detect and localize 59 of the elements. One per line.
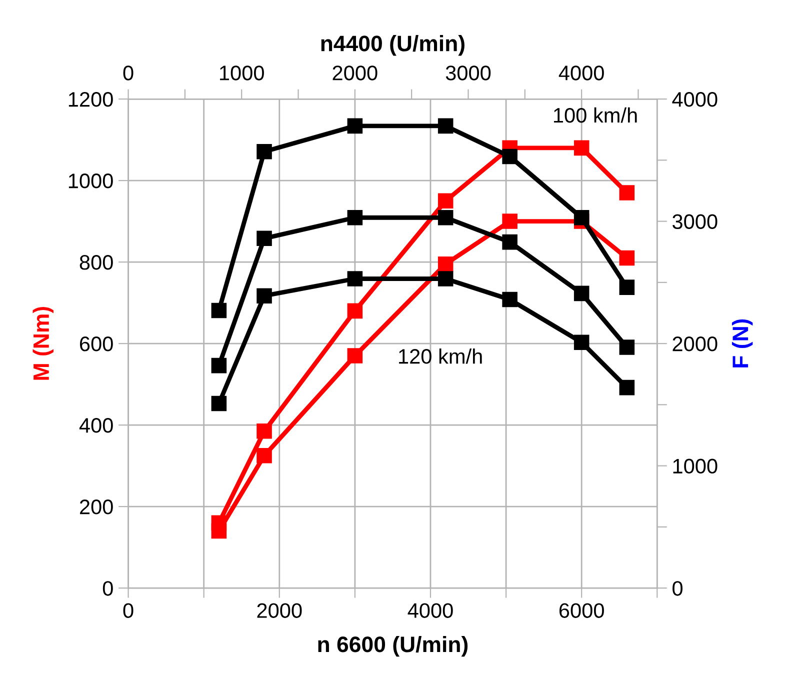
y-tick-label: 600 <box>80 336 113 352</box>
point <box>619 185 635 200</box>
x-axis-title: n 6600 (U/min) <box>318 636 468 657</box>
point <box>438 210 454 226</box>
x-tick-label: 0 <box>123 603 134 618</box>
point <box>619 280 635 295</box>
y2-tick-label: 2000 <box>672 336 718 352</box>
y2-axis-title: F (N) <box>732 319 753 368</box>
point <box>347 348 363 364</box>
point <box>347 303 363 319</box>
point <box>502 148 518 164</box>
point <box>256 424 272 439</box>
point <box>619 340 635 355</box>
point <box>619 250 635 266</box>
point <box>502 292 518 308</box>
y2-tick-label: 0 <box>672 581 682 596</box>
point <box>256 230 272 246</box>
x-tick-label: 2000 <box>257 603 302 618</box>
point <box>347 271 363 286</box>
point <box>211 523 227 539</box>
point <box>211 396 227 412</box>
x-tick-label: 4000 <box>408 603 453 618</box>
point <box>502 214 518 229</box>
point <box>256 144 272 160</box>
y2-tick-label: 4000 <box>672 92 718 107</box>
y-tick-label: 800 <box>80 255 113 270</box>
y-tick-label: 1000 <box>68 174 113 188</box>
point <box>438 118 454 134</box>
annotation: 120 km/h <box>399 348 482 364</box>
point <box>347 118 363 134</box>
point <box>574 286 590 302</box>
x2-tick-label: 0 <box>123 66 134 80</box>
x2-tick-label: 3000 <box>446 66 491 80</box>
point <box>438 271 454 286</box>
point <box>211 302 227 318</box>
y2-tick-label: 3000 <box>672 214 718 230</box>
y2-tick-label: 1000 <box>673 458 718 474</box>
point <box>619 380 635 396</box>
x2-tick-label: 1000 <box>220 66 264 80</box>
point <box>502 234 518 250</box>
point <box>574 334 590 350</box>
point <box>256 288 272 304</box>
x-tick-label: 6000 <box>559 603 604 618</box>
y-tick-label: 0 <box>102 581 113 596</box>
point <box>347 210 363 226</box>
x2-tick-label: 4000 <box>558 66 604 80</box>
x2-axis-title: n4400 (U/min) <box>321 35 464 56</box>
point <box>211 358 227 374</box>
y-tick-label: 400 <box>79 418 113 433</box>
y-tick-label: 200 <box>80 500 113 514</box>
annotation: 100 km/h <box>554 107 637 123</box>
point <box>438 256 454 272</box>
y-axis-title: M (Nm) <box>32 307 54 380</box>
point <box>574 140 590 156</box>
x2-tick-label: 2000 <box>332 66 378 80</box>
point <box>256 448 272 464</box>
y-tick-label: 1200 <box>68 92 113 107</box>
point <box>438 193 454 209</box>
point <box>574 210 590 226</box>
